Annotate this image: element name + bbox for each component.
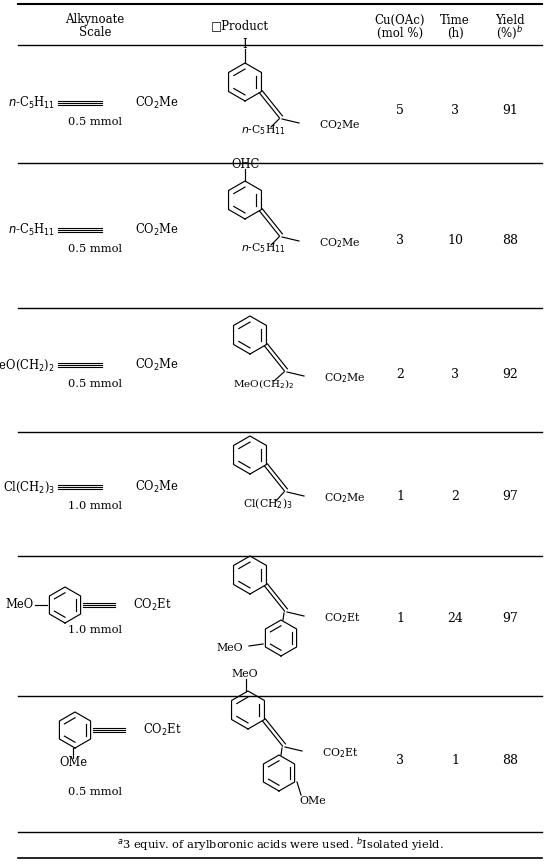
Text: 3: 3 (396, 234, 404, 247)
Text: Yield: Yield (495, 14, 525, 27)
Text: MeO: MeO (232, 669, 258, 679)
Text: CO$_2$Me: CO$_2$Me (319, 236, 361, 250)
Text: $n$-C$_5$H$_{11}$: $n$-C$_5$H$_{11}$ (241, 241, 286, 255)
Text: (h): (h) (447, 27, 463, 40)
Text: 5: 5 (396, 104, 404, 117)
Text: 88: 88 (502, 753, 518, 766)
Text: 97: 97 (502, 490, 518, 503)
Text: CO$_2$Me: CO$_2$Me (319, 119, 361, 131)
Text: 97: 97 (502, 612, 518, 625)
Text: 24: 24 (447, 612, 463, 625)
Text: 1.0 mmol: 1.0 mmol (68, 501, 122, 511)
Text: $n$-C$_5$H$_{11}$: $n$-C$_5$H$_{11}$ (241, 123, 286, 137)
Text: 0.5 mmol: 0.5 mmol (68, 379, 122, 389)
Text: Cu(OAc): Cu(OAc) (375, 14, 425, 27)
Text: 2: 2 (396, 368, 404, 381)
Text: $n$-C$_5$H$_{11}$: $n$-C$_5$H$_{11}$ (8, 95, 55, 111)
Text: CO$_2$Et: CO$_2$Et (133, 597, 172, 613)
Text: 1: 1 (396, 612, 404, 625)
Text: OMe: OMe (59, 757, 87, 770)
Text: Scale: Scale (79, 27, 111, 40)
Text: 3: 3 (451, 104, 459, 117)
Text: (mol %): (mol %) (377, 27, 423, 40)
Text: $^{a}$3 equiv. of arylboronic acids were used. $^{b}$Isolated yield.: $^{a}$3 equiv. of arylboronic acids were… (116, 836, 444, 855)
Text: 2: 2 (451, 490, 459, 503)
Text: 1.0 mmol: 1.0 mmol (68, 625, 122, 635)
Text: 0.5 mmol: 0.5 mmol (68, 787, 122, 797)
Text: 0.5 mmol: 0.5 mmol (68, 244, 122, 254)
Text: CO$_2$Et: CO$_2$Et (322, 746, 358, 759)
Text: CO$_2$Me: CO$_2$Me (135, 222, 179, 238)
Text: 10: 10 (447, 234, 463, 247)
Text: Alkynoate: Alkynoate (66, 14, 125, 27)
Text: MeO(CH$_2$)$_2$: MeO(CH$_2$)$_2$ (0, 357, 55, 373)
Text: CO$_2$Me: CO$_2$Me (135, 357, 179, 373)
Text: Cl(CH$_2$)$_3$: Cl(CH$_2$)$_3$ (3, 479, 55, 495)
Text: CO$_2$Me: CO$_2$Me (135, 479, 179, 495)
Text: $n$-C$_5$H$_{11}$: $n$-C$_5$H$_{11}$ (8, 222, 55, 238)
Text: Time: Time (440, 14, 470, 27)
Text: 0.5 mmol: 0.5 mmol (68, 117, 122, 127)
Text: I: I (242, 39, 248, 52)
Text: 1: 1 (396, 490, 404, 503)
Text: 91: 91 (502, 104, 518, 117)
Text: Cl(CH$_2$)$_3$: Cl(CH$_2$)$_3$ (243, 497, 293, 511)
Text: MeO: MeO (216, 643, 243, 653)
Text: CO$_2$Et: CO$_2$Et (324, 611, 361, 625)
Text: 92: 92 (502, 368, 518, 381)
Text: 3: 3 (396, 753, 404, 766)
Text: 1: 1 (451, 753, 459, 766)
Text: MeO: MeO (5, 599, 33, 612)
Text: 3: 3 (451, 368, 459, 381)
Text: CO$_2$Me: CO$_2$Me (324, 371, 366, 385)
Text: 88: 88 (502, 234, 518, 247)
Text: CO$_2$Me: CO$_2$Me (135, 95, 179, 111)
Text: CO$_2$Me: CO$_2$Me (324, 491, 366, 505)
Text: □Product: □Product (211, 20, 269, 33)
Text: OMe: OMe (299, 796, 325, 806)
Text: CO$_2$Et: CO$_2$Et (143, 722, 181, 738)
Text: MeO(CH$_2$)$_2$: MeO(CH$_2$)$_2$ (234, 377, 295, 391)
Text: OHC: OHC (231, 157, 259, 170)
Text: (%)$^{b}$: (%)$^{b}$ (496, 24, 524, 42)
